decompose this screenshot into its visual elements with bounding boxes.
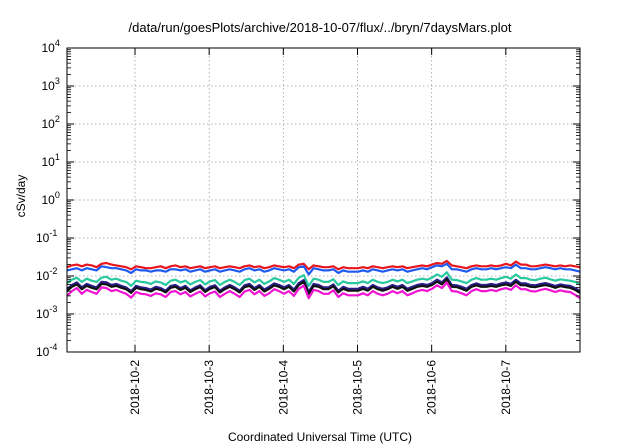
series-line-4 bbox=[66, 278, 581, 295]
y-tick-label: 10-4 bbox=[36, 342, 57, 359]
series-line-2 bbox=[66, 271, 581, 287]
y-tick-label: 101 bbox=[42, 152, 60, 169]
x-tick-label: 2018-10-4 bbox=[276, 360, 290, 415]
y-tick-label: 103 bbox=[42, 76, 60, 93]
x-tick-label: 2018-10-7 bbox=[499, 360, 513, 415]
y-tick-label: 102 bbox=[42, 114, 60, 131]
series-layer bbox=[66, 259, 581, 300]
series-line-0 bbox=[66, 259, 581, 271]
y-tick-label: 10-1 bbox=[36, 228, 57, 245]
series-line-1 bbox=[66, 262, 581, 276]
x-tick-label: 2018-10-5 bbox=[350, 360, 364, 415]
series-line-5 bbox=[66, 281, 581, 300]
y-tick-label: 100 bbox=[42, 190, 60, 207]
y-tick-label: 10-2 bbox=[36, 266, 57, 283]
series-line-3 bbox=[66, 276, 581, 294]
chart-title: /data/run/goesPlots/archive/2018-10-07/f… bbox=[128, 20, 512, 35]
x-tick-label: 2018-10-2 bbox=[128, 360, 142, 415]
x-tick-label: 2018-10-6 bbox=[425, 360, 439, 415]
x-axis-title: Coordinated Universal Time (UTC) bbox=[227, 430, 413, 444]
y-tick-label: 104 bbox=[42, 38, 60, 55]
x-tick-label: 2018-10-3 bbox=[202, 360, 216, 415]
grid bbox=[67, 48, 580, 352]
y-tick-label: 10-3 bbox=[36, 304, 57, 321]
ticks: 10-4 10-3 10-2 10-1 100 101 102 103 104 2018-10-2… bbox=[36, 38, 580, 415]
